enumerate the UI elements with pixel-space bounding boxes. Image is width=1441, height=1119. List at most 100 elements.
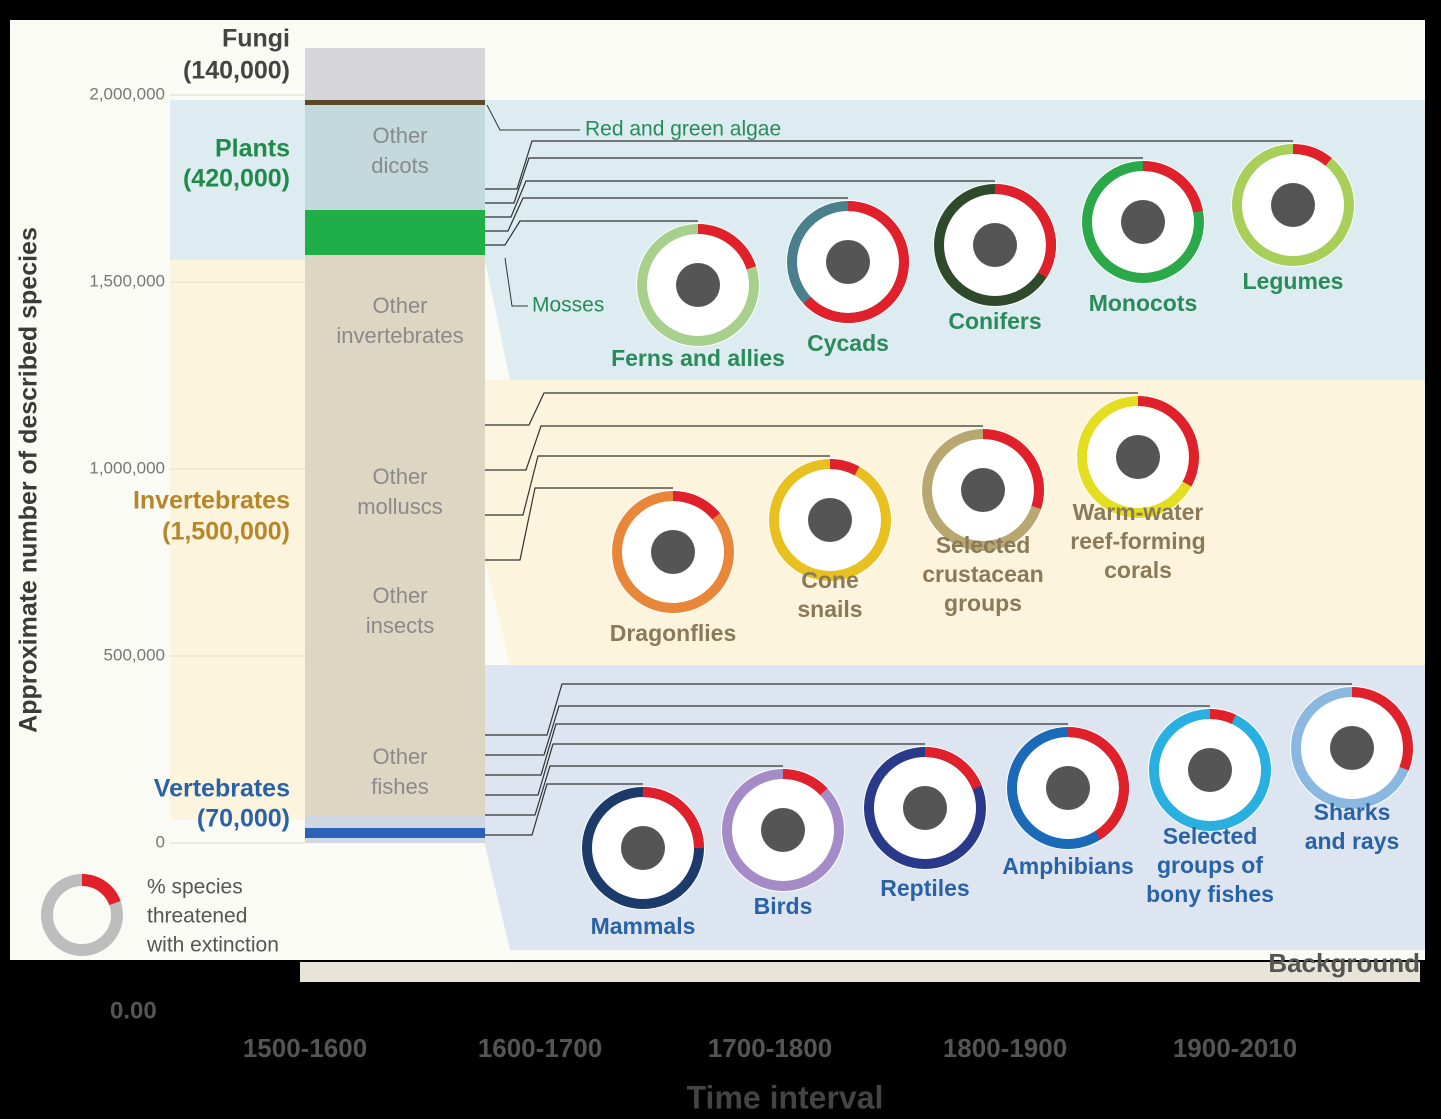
interval-label: 1900-2010 (1173, 1033, 1297, 1063)
taxon-label: Reptiles (880, 875, 969, 901)
group-name: Invertebrates (133, 487, 290, 515)
connector (485, 140, 1293, 190)
icon (973, 223, 1017, 267)
group-name: Vertebrates (154, 775, 290, 803)
connector (485, 783, 643, 836)
y-tick-label: 1,000,000 (89, 458, 165, 477)
callout: Mosses (532, 294, 604, 317)
icon (1188, 748, 1232, 792)
vert-fill (305, 828, 485, 838)
legend-arc (81, 873, 121, 906)
x-label: Time interval (687, 1079, 884, 1115)
connector (485, 180, 995, 218)
threat-arc (722, 769, 844, 891)
footer-y: 0.00 (110, 997, 157, 1024)
dicots-segment (305, 105, 485, 210)
bar-label: Other (372, 293, 427, 318)
group-count: (420,000) (183, 165, 290, 193)
connector (485, 455, 830, 516)
icon (1116, 435, 1160, 479)
taxon-label: Amphibians (1002, 853, 1134, 879)
taxon-label: Sharks (1314, 799, 1391, 825)
group-name: Fungi (222, 25, 290, 53)
taxon-label: Warm-water (1073, 499, 1204, 525)
icon (1330, 726, 1374, 770)
interval-label: 1500-1600 (243, 1033, 367, 1063)
y-tick-label: 2,000,000 (89, 84, 165, 103)
taxon-label: groups of (1157, 852, 1263, 878)
icon (621, 826, 665, 870)
taxon-label: Monocots (1089, 290, 1198, 316)
group-count: (1,500,000) (162, 518, 290, 546)
bar-label: dicots (371, 153, 428, 178)
connector (485, 197, 848, 232)
icon (1271, 183, 1315, 227)
bar-label: Other (372, 123, 427, 148)
y-tick-label: 0 (156, 832, 165, 851)
connector (485, 157, 1143, 204)
taxon-label: Dragonflies (610, 620, 737, 646)
icon (826, 240, 870, 284)
taxon-label: Selected (1163, 823, 1258, 849)
threat-arc (1291, 687, 1413, 809)
taxon-label: crustacean (922, 561, 1043, 587)
threat-arc (1149, 709, 1271, 831)
y-tick-label: 500,000 (104, 645, 165, 664)
connector (485, 683, 1352, 736)
taxon-label: corals (1104, 557, 1172, 583)
threat-arc (637, 224, 759, 346)
callout-line (504, 257, 528, 307)
icon (1121, 200, 1165, 244)
plant-segment (305, 210, 485, 255)
icon (1046, 766, 1090, 810)
legend-text: % species (147, 876, 243, 899)
fungi-segment (305, 48, 485, 100)
threat-arc (1082, 161, 1204, 283)
bar-label: Other (372, 583, 427, 608)
interval-label: 1600-1700 (478, 1033, 602, 1063)
icon (961, 468, 1005, 512)
taxon-label: Cone (801, 567, 859, 593)
y-tick-label: 1,500,000 (89, 271, 165, 290)
group-count: (140,000) (183, 57, 290, 85)
lower-chart-strip (300, 962, 1420, 982)
bar-label: insects (366, 613, 434, 638)
algae-segment (305, 100, 485, 105)
threat-arc (934, 184, 1056, 306)
callout: Red and green algae (585, 118, 781, 141)
threat-arc (1077, 396, 1199, 518)
connector (485, 765, 783, 816)
bar-label: invertebrates (336, 323, 463, 348)
icon (676, 263, 720, 307)
icon (808, 498, 852, 542)
threat-arc (787, 201, 909, 323)
taxon-label: Cycads (807, 330, 889, 356)
interval-label: 1800-1900 (943, 1033, 1067, 1063)
connector (485, 392, 1138, 426)
interval-label: 1700-1800 (708, 1033, 832, 1063)
threat-arc (1007, 727, 1129, 849)
legend-text: threatened (147, 905, 247, 928)
series-label: Background (1268, 948, 1420, 978)
icon (903, 786, 947, 830)
bar-label: Other (372, 464, 427, 489)
threat-arc (1232, 144, 1354, 266)
threat-arc (769, 459, 891, 581)
taxon-label: Conifers (948, 308, 1041, 334)
group-count: (70,000) (197, 805, 290, 833)
bar-label: Other (372, 744, 427, 769)
bar-label: fishes (371, 774, 428, 799)
connector (485, 723, 1068, 776)
invert-segment (305, 255, 485, 815)
connector (485, 743, 925, 796)
connector (485, 220, 698, 246)
taxon-label: snails (797, 596, 862, 622)
group-name: Plants (215, 135, 290, 163)
threat-arc (922, 429, 1044, 551)
taxon-label: and rays (1305, 828, 1400, 854)
taxon-label: Birds (754, 893, 813, 919)
taxon-label: bony fishes (1146, 881, 1274, 907)
connector (485, 425, 983, 471)
connector (485, 705, 1210, 756)
